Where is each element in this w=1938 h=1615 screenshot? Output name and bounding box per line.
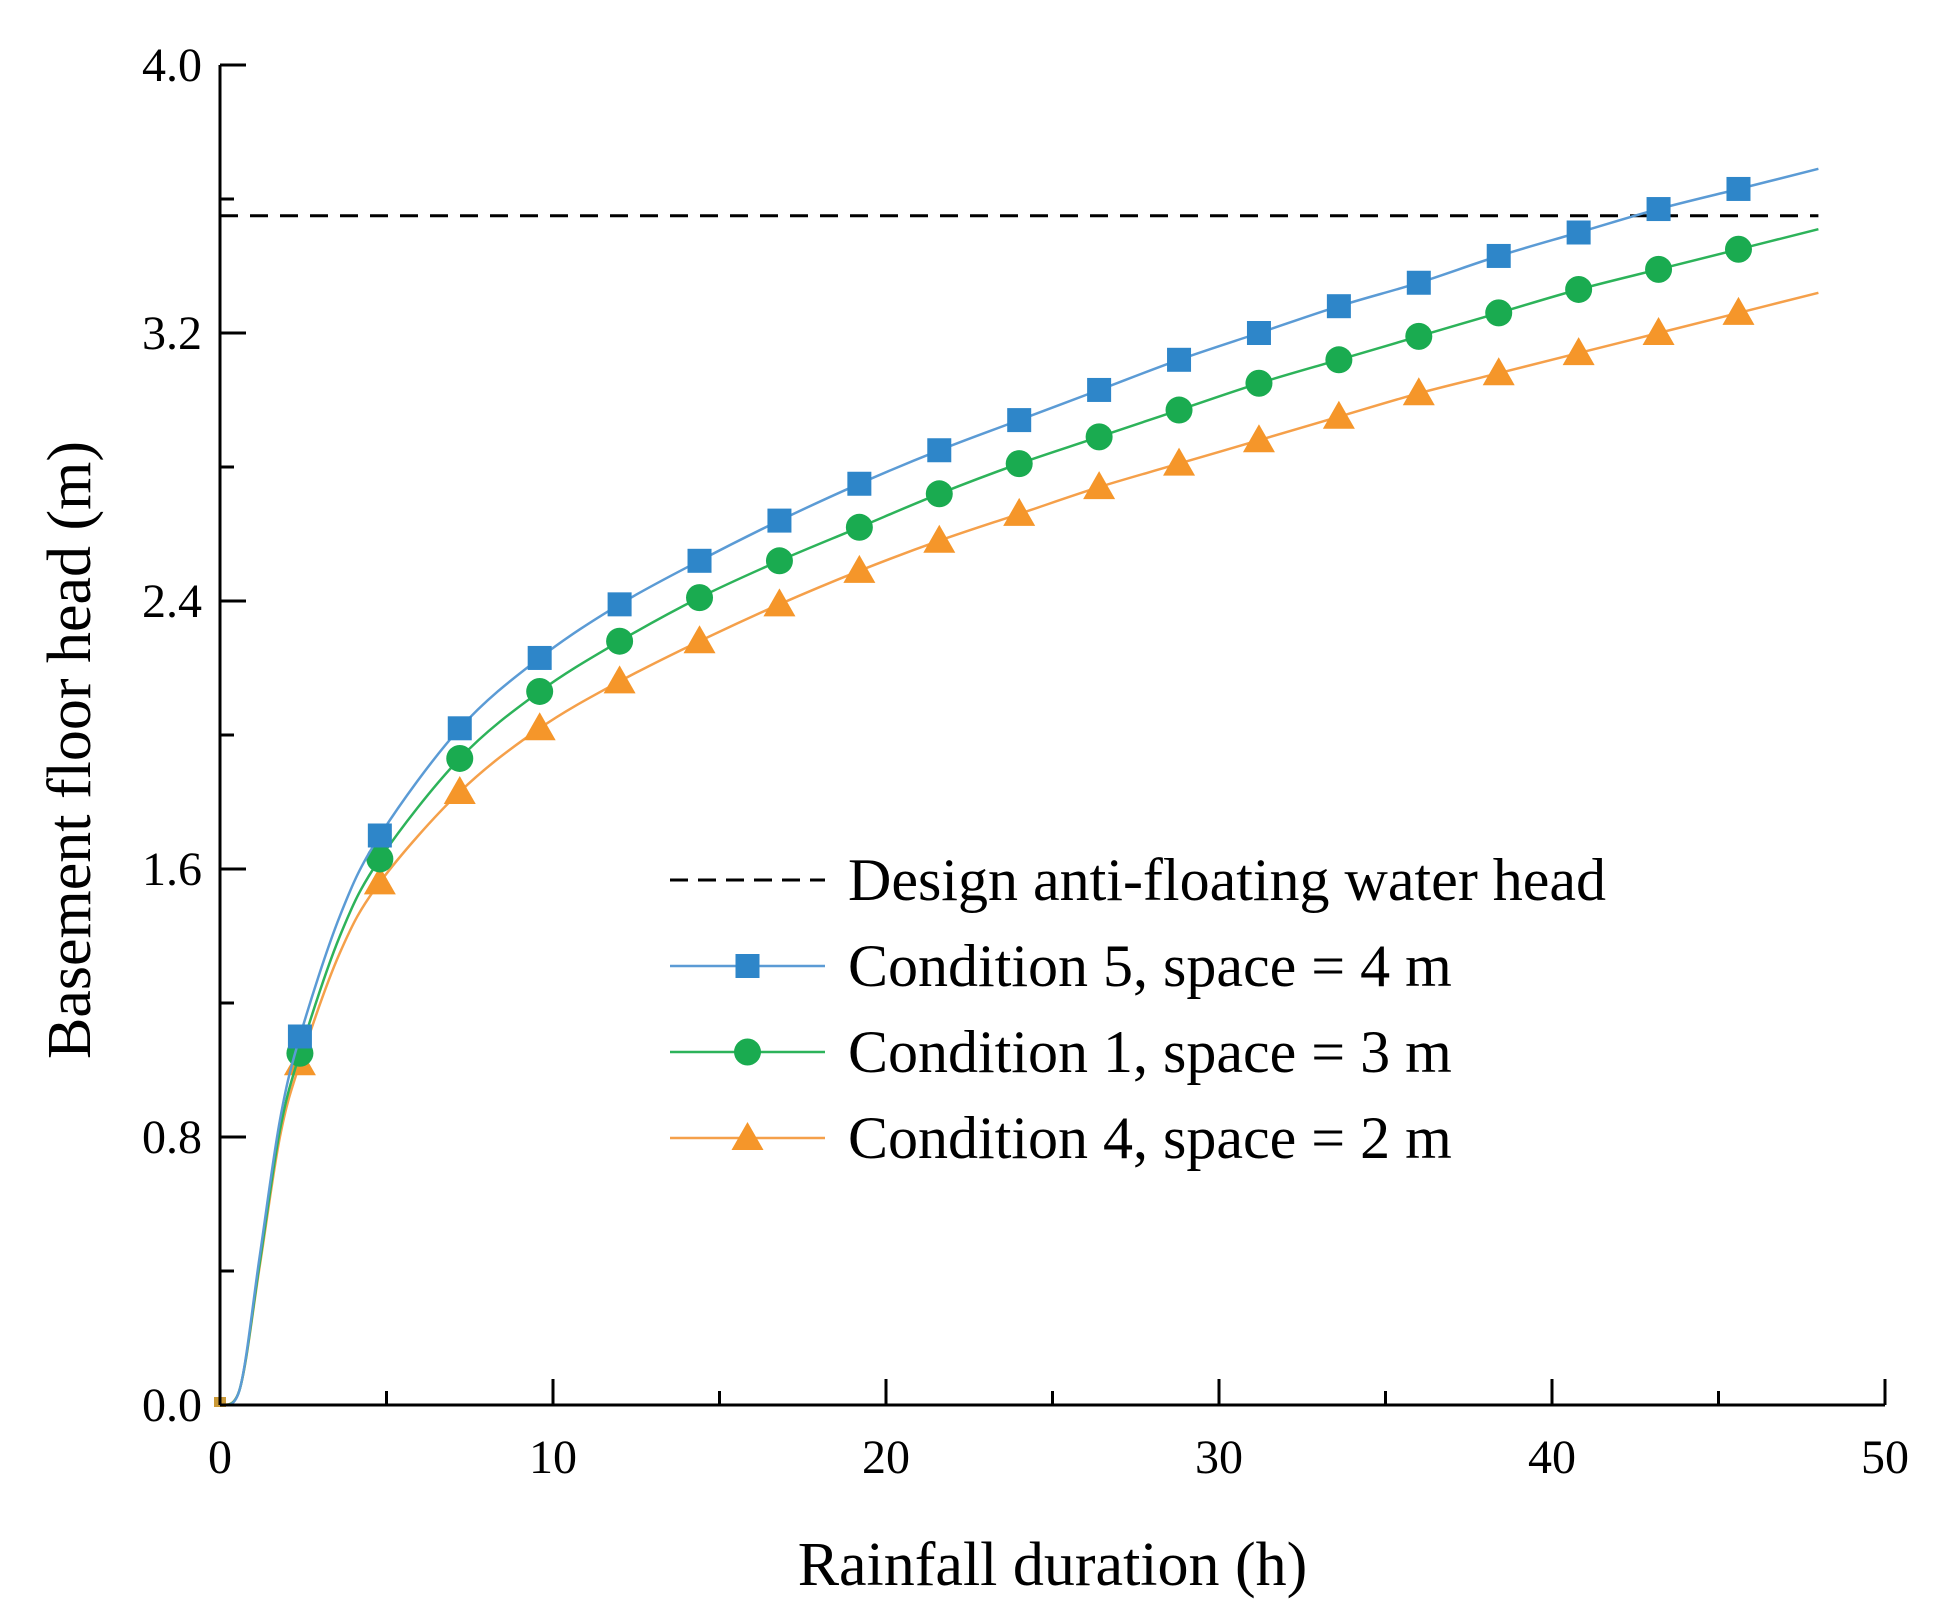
- data-point: [1566, 220, 1591, 245]
- data-point: [1482, 357, 1515, 386]
- data-point: [1405, 322, 1433, 350]
- data-point: [446, 744, 474, 772]
- data-point: [1724, 235, 1752, 263]
- series-3: [219, 291, 1819, 1407]
- legend: Design anti-floating water head Condition…: [670, 847, 1606, 1171]
- y-tick-label: 0.8: [142, 1111, 202, 1164]
- data-point: [687, 548, 712, 573]
- data-point: [1087, 377, 1112, 402]
- data-point: [683, 625, 716, 654]
- data-point: [367, 823, 392, 848]
- data-point: [363, 866, 396, 895]
- data-point: [763, 588, 796, 617]
- x-tick-label: 20: [862, 1431, 910, 1484]
- data-point: [1646, 197, 1671, 222]
- data-point: [1005, 450, 1033, 478]
- data-point: [1003, 497, 1036, 526]
- x-axis-title: Rainfall duration (h): [798, 1531, 1308, 1599]
- legend-item-reference: Design anti-floating water head: [670, 847, 1606, 913]
- data-point: [1085, 423, 1113, 451]
- data-point: [845, 513, 873, 541]
- data-point: [1325, 346, 1353, 374]
- data-point: [847, 471, 872, 496]
- y-tick-label: 0.0: [142, 1379, 202, 1432]
- data-point: [1726, 176, 1751, 201]
- data-point: [1562, 337, 1595, 366]
- y-tick-label: 1.6: [142, 843, 202, 896]
- series-line: [219, 227, 1819, 1407]
- data-point: [1642, 317, 1675, 345]
- legend-label: Design anti-floating water head: [848, 847, 1606, 913]
- legend-item-series-3: Condition 4, space = 2 m: [670, 1105, 1452, 1171]
- x-tick-label: 50: [1861, 1431, 1909, 1484]
- data-point: [765, 547, 793, 575]
- legend-marker: [734, 1038, 761, 1066]
- x-tick-label: 10: [529, 1431, 577, 1484]
- data-point: [1645, 255, 1673, 283]
- data-point: [1565, 275, 1593, 303]
- legend-label: Condition 5, space = 4 m: [848, 933, 1452, 999]
- legend-label: Condition 1, space = 3 m: [848, 1019, 1452, 1085]
- data-point: [1007, 408, 1032, 433]
- data-point: [523, 712, 556, 741]
- data-point: [1486, 243, 1511, 268]
- data-point: [1326, 294, 1351, 319]
- data-point: [607, 592, 632, 617]
- data-point: [1722, 296, 1755, 325]
- data-point: [1406, 270, 1431, 295]
- series-1: [219, 167, 1819, 1407]
- x-tick-label: 0: [208, 1431, 232, 1484]
- data-point: [1485, 299, 1513, 327]
- y-tick-label: 3.2: [142, 307, 202, 360]
- data-point: [366, 845, 394, 873]
- data-point: [1083, 471, 1116, 500]
- data-point: [603, 665, 636, 694]
- data-point: [606, 627, 634, 655]
- legend-marker: [731, 1122, 764, 1150]
- x-tick-label: 30: [1195, 1431, 1243, 1484]
- legend-item-series-1: Condition 5, space = 4 m: [670, 933, 1452, 999]
- plot-area: [214, 167, 1819, 1407]
- legend-marker: [735, 954, 760, 978]
- legend-item-series-2: Condition 1, space = 3 m: [670, 1019, 1452, 1085]
- y-axis-title: Basement floor head (m): [36, 441, 104, 1059]
- y-tick-label: 2.4: [142, 575, 202, 628]
- data-point: [843, 554, 876, 583]
- data-point: [443, 775, 476, 804]
- data-point: [1167, 347, 1192, 372]
- data-point: [1245, 369, 1273, 397]
- data-point: [1402, 377, 1435, 406]
- y-tick-label: 4.0: [142, 39, 202, 92]
- axis-ticks: 0 10 20 30 40 50 0.0 0.8 1.6 2.4 3.2 4.0: [142, 39, 1909, 1484]
- data-point: [526, 677, 554, 705]
- data-point: [927, 438, 952, 463]
- data-point: [1322, 400, 1355, 429]
- data-point: [1246, 321, 1271, 345]
- data-point: [287, 1024, 312, 1049]
- x-tick-label: 40: [1528, 1431, 1576, 1484]
- data-point: [1165, 396, 1193, 424]
- data-point: [1163, 447, 1196, 476]
- data-point: [686, 584, 714, 612]
- legend-label: Condition 4, space = 2 m: [848, 1105, 1452, 1171]
- series-2: [219, 227, 1819, 1407]
- data-point: [925, 480, 953, 508]
- data-point: [767, 508, 792, 533]
- data-point: [447, 716, 472, 741]
- data-point: [923, 524, 956, 553]
- data-point: [1242, 424, 1275, 453]
- data-point: [527, 645, 552, 670]
